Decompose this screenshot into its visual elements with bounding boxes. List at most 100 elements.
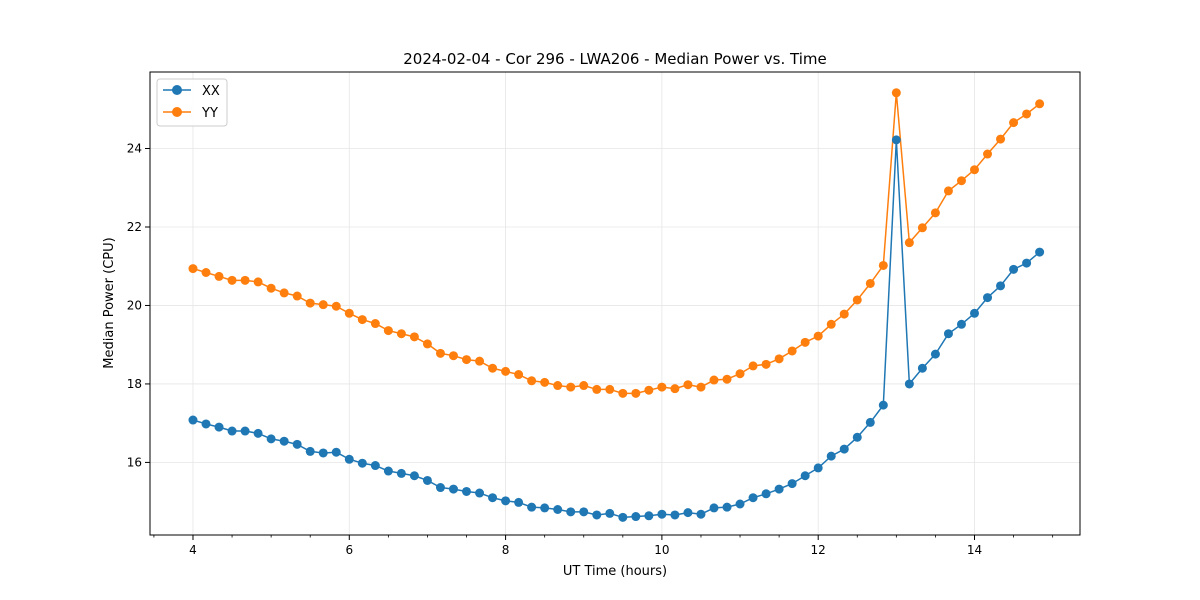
legend-xx-label: XX bbox=[202, 84, 220, 99]
x-tick-label: 12 bbox=[811, 543, 826, 557]
data-point-xx bbox=[566, 507, 576, 517]
data-point-yy bbox=[748, 361, 758, 371]
data-point-yy bbox=[553, 381, 563, 391]
axis-ticks: 4 6 8 10 12 14 16 18 20 22 24 bbox=[127, 142, 1054, 557]
data-point-xx bbox=[514, 497, 524, 507]
legend-xx-marker bbox=[172, 85, 182, 95]
data-point-xx bbox=[448, 484, 458, 494]
data-point-yy bbox=[592, 384, 602, 394]
data-point-yy bbox=[787, 346, 797, 356]
data-point-xx bbox=[683, 508, 693, 518]
data-point-yy bbox=[631, 388, 641, 398]
data-point-xx bbox=[383, 466, 393, 476]
y-tick-label: 24 bbox=[127, 142, 142, 156]
data-point-xx bbox=[462, 486, 472, 496]
data-point-yy bbox=[983, 149, 993, 159]
data-point-xx bbox=[644, 511, 654, 521]
data-point-yy bbox=[527, 376, 537, 386]
data-point-xx bbox=[214, 422, 224, 432]
legend: XX YY bbox=[156, 78, 228, 127]
data-point-yy bbox=[514, 370, 524, 380]
plot-area-frame bbox=[149, 71, 1081, 536]
data-point-yy bbox=[930, 208, 940, 218]
data-point-yy bbox=[605, 384, 615, 394]
x-axis-label: UT Time (hours) bbox=[563, 564, 667, 579]
data-point-yy bbox=[409, 332, 419, 342]
data-point-yy bbox=[448, 351, 458, 361]
chart-title: 2024-02-04 - Cor 296 - LWA206 - Median P… bbox=[403, 50, 827, 68]
data-point-yy bbox=[227, 275, 237, 285]
data-point-yy bbox=[761, 359, 771, 369]
data-point-yy bbox=[774, 354, 784, 364]
data-point-xx bbox=[774, 484, 784, 494]
data-point-xx bbox=[409, 471, 419, 481]
data-point-yy bbox=[279, 288, 289, 298]
data-point-xx bbox=[761, 489, 771, 499]
y-axis-label: Median Power (CPU) bbox=[102, 237, 117, 368]
y-tick-label: 16 bbox=[127, 455, 142, 469]
data-point-xx bbox=[722, 502, 732, 512]
data-point-xx bbox=[240, 426, 250, 436]
data-point-xx bbox=[813, 463, 823, 473]
data-point-xx bbox=[917, 363, 927, 373]
data-point-yy bbox=[826, 319, 836, 329]
data-point-yy bbox=[917, 223, 927, 233]
data-point-xx bbox=[266, 434, 276, 444]
y-tick-label: 22 bbox=[127, 220, 142, 234]
data-point-xx bbox=[370, 461, 380, 471]
data-point-yy bbox=[709, 375, 719, 385]
data-point-xx bbox=[826, 451, 836, 461]
data-point-yy bbox=[462, 355, 472, 365]
data-point-yy bbox=[670, 384, 680, 394]
data-point-xx bbox=[631, 512, 641, 522]
data-point-xx bbox=[657, 509, 667, 519]
data-point-xx bbox=[501, 496, 511, 506]
data-point-yy bbox=[292, 291, 302, 301]
data-point-yy bbox=[357, 315, 367, 325]
data-point-xx bbox=[1022, 258, 1032, 268]
data-point-yy bbox=[331, 301, 341, 311]
x-tick-label: 10 bbox=[654, 543, 669, 557]
data-point-xx bbox=[787, 479, 797, 489]
data-point-yy bbox=[383, 326, 393, 336]
data-point-xx bbox=[983, 293, 993, 303]
data-point-xx bbox=[1009, 264, 1019, 274]
x-tick-label: 8 bbox=[502, 543, 510, 557]
data-point-yy bbox=[240, 275, 250, 285]
data-point-yy bbox=[1035, 99, 1045, 109]
data-point-xx bbox=[396, 468, 406, 478]
data-point-yy bbox=[865, 278, 875, 288]
legend-yy-marker bbox=[172, 107, 182, 117]
data-point-yy bbox=[188, 264, 198, 274]
data-point-xx bbox=[305, 446, 315, 456]
data-point-yy bbox=[970, 165, 979, 175]
data-point-xx bbox=[318, 448, 328, 458]
data-point-yy bbox=[253, 277, 263, 287]
data-point-yy bbox=[696, 382, 706, 392]
data-point-yy bbox=[735, 369, 745, 379]
data-point-xx bbox=[435, 483, 445, 493]
data-point-xx bbox=[970, 308, 979, 318]
data-point-yy bbox=[657, 382, 667, 392]
data-point-yy bbox=[722, 374, 732, 384]
data-point-xx bbox=[553, 505, 563, 514]
data-point-xx bbox=[592, 510, 602, 520]
data-point-yy bbox=[488, 363, 498, 373]
data-series bbox=[188, 88, 1045, 522]
data-point-xx bbox=[227, 426, 237, 436]
data-point-yy bbox=[475, 356, 485, 366]
data-point-yy bbox=[422, 339, 432, 349]
data-point-yy bbox=[800, 337, 810, 347]
data-point-xx bbox=[709, 503, 719, 513]
data-point-xx bbox=[996, 281, 1006, 291]
data-point-yy bbox=[852, 295, 862, 305]
data-point-xx bbox=[956, 319, 966, 329]
data-point-xx bbox=[696, 509, 706, 519]
x-tick-label: 6 bbox=[345, 543, 353, 557]
data-point-xx bbox=[800, 471, 810, 481]
data-point-yy bbox=[370, 319, 380, 329]
data-point-yy bbox=[904, 238, 914, 248]
data-point-yy bbox=[1009, 118, 1019, 128]
data-point-yy bbox=[214, 271, 224, 281]
